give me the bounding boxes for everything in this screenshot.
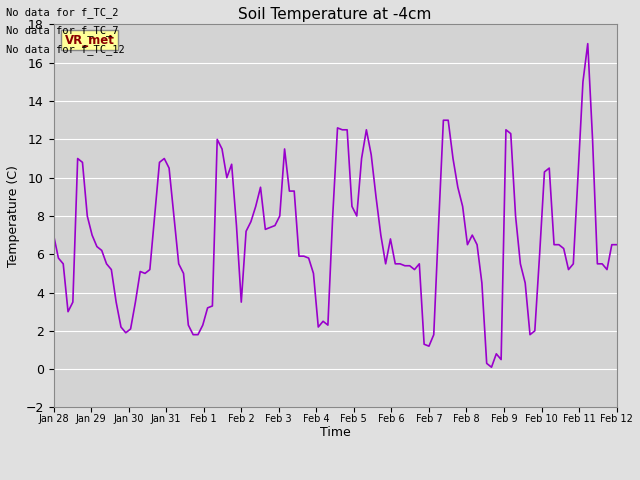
- X-axis label: Time: Time: [320, 426, 351, 440]
- Text: No data for f_TC_12: No data for f_TC_12: [6, 44, 125, 55]
- Text: VR_met: VR_met: [65, 34, 115, 47]
- Title: Soil Temperature at -4cm: Soil Temperature at -4cm: [239, 7, 432, 22]
- Text: No data for f_TC_7: No data for f_TC_7: [6, 25, 119, 36]
- Y-axis label: Temperature (C): Temperature (C): [7, 165, 20, 267]
- Text: No data for f_TC_2: No data for f_TC_2: [6, 7, 119, 18]
